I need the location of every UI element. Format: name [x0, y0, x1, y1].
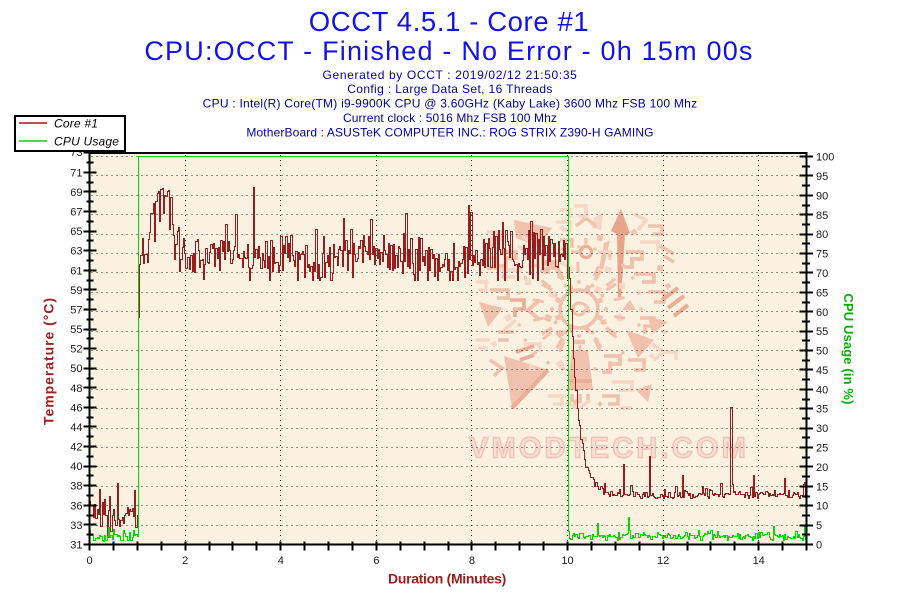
svg-text:80: 80: [816, 229, 828, 241]
svg-text:Temperature (°C): Temperature (°C): [41, 297, 57, 425]
svg-text:CPU:OCCT - Finished - No Error: CPU:OCCT - Finished - No Error - 0h 15m …: [144, 36, 753, 66]
svg-text:Duration (Minutes): Duration (Minutes): [388, 571, 506, 587]
svg-text:25: 25: [816, 443, 828, 455]
svg-text:42: 42: [70, 442, 82, 454]
svg-text:44: 44: [70, 422, 82, 434]
svg-text:5: 5: [816, 520, 822, 532]
svg-text:2: 2: [182, 555, 188, 567]
svg-text:46: 46: [70, 402, 82, 414]
svg-text:20: 20: [816, 462, 828, 474]
svg-text:70: 70: [816, 268, 828, 280]
svg-text:100: 100: [816, 152, 834, 164]
svg-text:14: 14: [753, 555, 765, 567]
svg-text:CPU Usage: CPU Usage: [54, 135, 119, 149]
svg-text:52: 52: [70, 344, 82, 356]
svg-text:60: 60: [816, 307, 828, 319]
svg-text:33: 33: [70, 520, 82, 532]
svg-text:4: 4: [278, 555, 284, 567]
svg-text:10: 10: [561, 555, 573, 567]
svg-text:Core #1: Core #1: [54, 117, 98, 131]
svg-text:50: 50: [70, 363, 82, 375]
svg-text:48: 48: [70, 383, 82, 395]
svg-text:36: 36: [70, 500, 82, 512]
svg-text:45: 45: [816, 365, 828, 377]
svg-text:90: 90: [816, 190, 828, 202]
svg-text:95: 95: [816, 171, 828, 183]
svg-text:85: 85: [816, 210, 828, 222]
svg-text:50: 50: [816, 346, 828, 358]
svg-text:6: 6: [373, 555, 379, 567]
svg-text:40: 40: [70, 461, 82, 473]
svg-text:0: 0: [87, 555, 93, 567]
svg-text:VMODTECH.COM: VMODTECH.COM: [469, 433, 749, 465]
svg-text:CPU : Intel(R) Core(TM) i9-990: CPU : Intel(R) Core(TM) i9-9900K CPU @ 3…: [203, 97, 698, 111]
svg-text:69: 69: [70, 187, 82, 199]
svg-text:15: 15: [816, 481, 828, 493]
svg-text:12: 12: [657, 555, 669, 567]
svg-text:Current clock : 5016 Mhz FSB 1: Current clock : 5016 Mhz FSB 100 Mhz: [343, 111, 557, 125]
svg-text:0: 0: [816, 540, 822, 552]
svg-text:55: 55: [70, 324, 82, 336]
svg-text:Config : Large Data Set, 16 Th: Config : Large Data Set, 16 Threads: [347, 82, 553, 96]
svg-text:59: 59: [70, 285, 82, 297]
svg-text:75: 75: [816, 249, 828, 261]
svg-text:67: 67: [70, 207, 82, 219]
svg-text:63: 63: [70, 246, 82, 258]
svg-text:55: 55: [816, 326, 828, 338]
svg-text:65: 65: [70, 226, 82, 238]
svg-text:30: 30: [816, 423, 828, 435]
svg-text:CPU Usage (in %): CPU Usage (in %): [841, 293, 856, 404]
svg-text:40: 40: [816, 384, 828, 396]
svg-text:10: 10: [816, 501, 828, 513]
svg-text:38: 38: [70, 481, 82, 493]
svg-text:MotherBoard : ASUSTeK COMPUTER: MotherBoard : ASUSTeK COMPUTER INC.: ROG…: [246, 125, 653, 139]
svg-text:65: 65: [816, 287, 828, 299]
svg-text:31: 31: [70, 540, 82, 552]
svg-text:61: 61: [70, 265, 82, 277]
svg-text:71: 71: [70, 167, 82, 179]
svg-text:Generated by OCCT : 2019/02/12: Generated by OCCT : 2019/02/12 21:50:35: [323, 68, 578, 82]
svg-text:8: 8: [469, 555, 475, 567]
svg-text:35: 35: [816, 404, 828, 416]
svg-text:OCCT 4.5.1 - Core #1: OCCT 4.5.1 - Core #1: [309, 6, 590, 37]
svg-text:57: 57: [70, 305, 82, 317]
